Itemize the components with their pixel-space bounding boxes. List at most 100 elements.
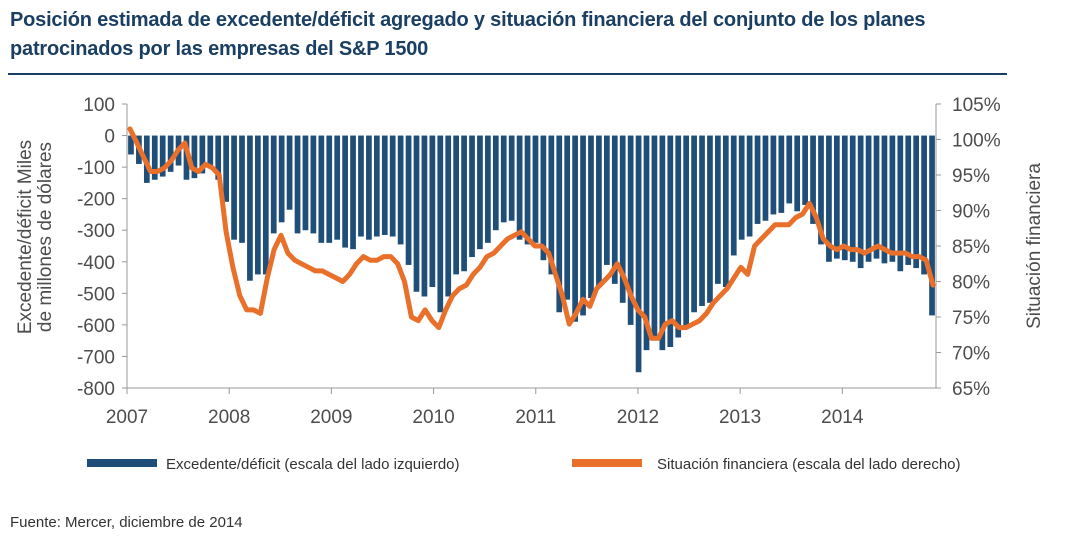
bar	[802, 135, 808, 205]
bar	[627, 135, 634, 325]
right-axis-title: Situación financiera	[1024, 163, 1045, 329]
bar	[659, 135, 666, 351]
bar	[873, 135, 880, 259]
legend: Excedente/déficit (escala del lado izqui…	[87, 456, 961, 473]
bar	[151, 135, 158, 180]
right-tick-label: 100%	[952, 131, 1001, 152]
bar	[485, 135, 491, 243]
bar	[786, 135, 793, 204]
bar	[841, 135, 848, 261]
bar	[445, 135, 452, 297]
bar	[699, 135, 705, 306]
bar	[278, 135, 285, 223]
legend-swatch-line	[572, 459, 642, 467]
bar	[389, 135, 396, 237]
legend-label-line: Situación financiera (escala del lado de…	[657, 456, 961, 473]
bar	[572, 135, 578, 322]
bar	[215, 135, 222, 180]
bar	[270, 135, 277, 234]
bar	[294, 135, 301, 234]
bar	[818, 135, 824, 245]
legend-label-bars: Excedente/déficit (escala del lado izqui…	[166, 456, 460, 473]
bar	[262, 135, 269, 275]
bar	[381, 135, 388, 235]
left-axis-title-line1: Excedente/déficit Miles	[15, 140, 36, 334]
left-tick-label: -800	[77, 379, 115, 400]
bar	[913, 135, 920, 269]
bar	[794, 135, 801, 212]
bar	[310, 135, 317, 234]
bar	[762, 135, 769, 221]
bar	[596, 135, 602, 288]
bar	[588, 135, 594, 299]
bar	[889, 135, 896, 262]
bar	[564, 135, 571, 300]
bar	[834, 135, 840, 259]
bar	[223, 135, 229, 202]
bar	[302, 135, 309, 231]
bar	[429, 135, 436, 288]
bar-series	[128, 135, 935, 373]
bar	[603, 135, 610, 265]
bar	[461, 135, 467, 272]
chart-axes	[122, 103, 941, 394]
bar	[715, 135, 721, 284]
left-tick-label: 100	[83, 95, 115, 116]
bar	[524, 135, 531, 245]
bar	[675, 135, 682, 338]
right-tick-label: 75%	[952, 308, 990, 329]
left-tick-label: -700	[77, 347, 115, 368]
bar	[453, 135, 460, 275]
left-tick-label: -300	[77, 221, 115, 242]
bar	[191, 135, 198, 179]
bar	[366, 135, 372, 240]
title-divider	[8, 73, 1007, 75]
bar	[334, 135, 341, 240]
right-tick-label: 85%	[952, 237, 990, 258]
line-path	[127, 126, 936, 341]
bar	[492, 135, 499, 231]
left-tick-label: -600	[77, 316, 115, 337]
source-note: Fuente: Mercer, diciembre de 2014	[10, 514, 243, 531]
bar	[508, 135, 515, 221]
bar	[826, 135, 832, 262]
bar	[159, 135, 166, 177]
bar	[358, 135, 364, 237]
bar	[556, 135, 563, 313]
bar	[318, 135, 325, 243]
bar	[857, 135, 864, 269]
bar	[722, 135, 729, 288]
bar	[437, 135, 444, 313]
right-tick-label: 105%	[952, 95, 1001, 116]
left-tick-label: -500	[77, 284, 115, 305]
x-tick-label: 2011	[515, 407, 556, 428]
bar	[286, 135, 293, 210]
bar	[778, 135, 785, 213]
legend-swatch-bars	[87, 459, 157, 467]
x-tick-label: 2012	[617, 407, 659, 428]
left-tick-label: -100	[77, 158, 115, 179]
line-series	[127, 126, 936, 341]
bar	[865, 135, 872, 262]
bar	[707, 135, 713, 303]
bar	[643, 135, 650, 351]
bar	[905, 135, 912, 265]
bar	[247, 135, 253, 281]
bar	[580, 135, 586, 316]
bar	[770, 135, 777, 215]
bar	[691, 135, 697, 313]
bar	[469, 135, 475, 258]
bar	[619, 135, 626, 303]
bar	[477, 135, 483, 250]
right-tick-label: 65%	[952, 379, 990, 400]
bar	[810, 135, 816, 224]
bar	[500, 135, 507, 223]
left-tick-label: -400	[77, 253, 115, 274]
bar	[128, 135, 134, 155]
right-tick-label: 95%	[952, 166, 990, 187]
bar	[255, 135, 261, 275]
bar	[516, 135, 523, 240]
x-tick-label: 2007	[106, 407, 148, 428]
bar	[413, 135, 420, 292]
